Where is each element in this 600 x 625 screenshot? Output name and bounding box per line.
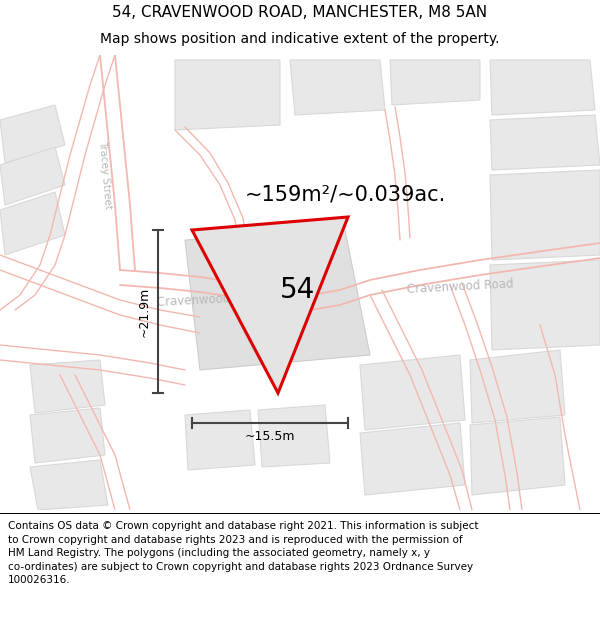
Text: Cravenwood Road: Cravenwood Road <box>406 278 514 296</box>
Polygon shape <box>360 423 465 495</box>
Polygon shape <box>490 60 595 115</box>
Polygon shape <box>490 170 600 260</box>
Polygon shape <box>192 217 348 393</box>
Text: Contains OS data © Crown copyright and database right 2021. This information is : Contains OS data © Crown copyright and d… <box>8 521 479 586</box>
Polygon shape <box>258 405 330 467</box>
Polygon shape <box>360 355 465 430</box>
Text: ~159m²/~0.039ac.: ~159m²/~0.039ac. <box>245 185 446 205</box>
Text: ~21.9m: ~21.9m <box>137 286 151 337</box>
Polygon shape <box>490 260 600 350</box>
Polygon shape <box>30 408 105 463</box>
Text: 54: 54 <box>280 276 315 304</box>
Text: 54, CRAVENWOOD ROAD, MANCHESTER, M8 5AN: 54, CRAVENWOOD ROAD, MANCHESTER, M8 5AN <box>112 4 488 19</box>
Polygon shape <box>30 460 108 510</box>
Text: Tracey Street: Tracey Street <box>97 141 113 209</box>
Polygon shape <box>390 60 480 105</box>
Polygon shape <box>30 360 105 413</box>
Polygon shape <box>470 350 565 423</box>
Text: Map shows position and indicative extent of the property.: Map shows position and indicative extent… <box>100 31 500 46</box>
Polygon shape <box>185 230 370 370</box>
Polygon shape <box>0 105 65 163</box>
Polygon shape <box>185 410 255 470</box>
Polygon shape <box>0 147 65 205</box>
Text: Cravenwood Road: Cravenwood Road <box>156 291 264 309</box>
Polygon shape <box>470 417 565 495</box>
Polygon shape <box>290 60 385 115</box>
Polygon shape <box>0 192 65 255</box>
Polygon shape <box>175 60 280 130</box>
Polygon shape <box>490 115 600 170</box>
Text: ~15.5m: ~15.5m <box>245 431 295 444</box>
